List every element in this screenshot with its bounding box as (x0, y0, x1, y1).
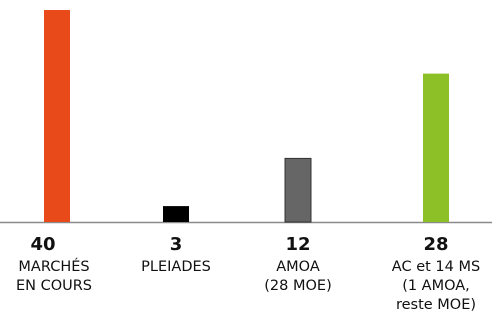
bar-0 (44, 10, 70, 222)
category-label-2-line-1: (28 MOE) (264, 278, 331, 294)
category-label-3-line-0: AC et 14 MS (392, 259, 480, 275)
category-label-0-line-0: MARCHÉS (18, 258, 89, 275)
value-label-3: 28 (423, 234, 448, 255)
category-label-3-line-1: (1 AMOA, (402, 278, 470, 294)
category-label-2-line-0: AMOA (276, 259, 320, 275)
bar-1 (163, 206, 189, 222)
value-label-1: 3 (170, 234, 183, 255)
labels-group: 40 MARCHÉS EN COURS 3 PLEIADES 12 AMOA (28 MOE)… (16, 234, 480, 313)
category-label-1-line-0: PLEIADES (141, 259, 211, 275)
bar-2 (284, 157, 312, 223)
value-label-0: 40 (30, 234, 55, 255)
bars-group (44, 10, 449, 223)
bar-3 (423, 73, 449, 222)
category-label-3-line-2: reste MOE) (396, 297, 476, 313)
category-label-0-line-1: EN COURS (16, 278, 92, 294)
value-label-2: 12 (285, 234, 310, 255)
